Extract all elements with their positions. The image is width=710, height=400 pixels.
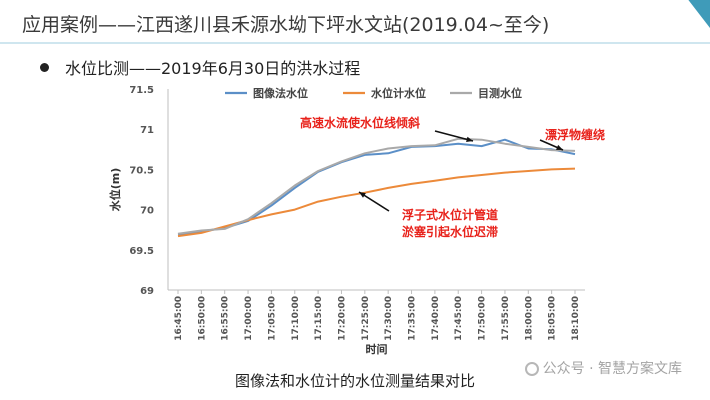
water-level-chart: 69 69.5 70 70.5 71 71.5 16:45:00 16:50:00 16:55:… [108, 85, 605, 356]
x-tick-label: 17:40:00 [431, 296, 441, 341]
corner-decoration [688, 0, 710, 28]
legend-label: 水位计水位 [371, 86, 426, 100]
x-tick-label: 17:30:00 [384, 296, 394, 341]
x-axis-title: 时间 [366, 342, 388, 356]
annotation-text: 漂浮物缠绕 [545, 127, 605, 142]
y-tick-label: 71.5 [129, 85, 154, 96]
annotation-text: 淤塞引起水位迟滞 [402, 224, 498, 239]
y-tick-label: 69 [140, 286, 154, 297]
x-tick-label: 17:20:00 [337, 296, 347, 341]
annotation-arrow-head [556, 144, 563, 150]
annotation-arrow-head [359, 192, 366, 198]
x-tick-label: 16:55:00 [221, 296, 231, 341]
x-tick-label: 18:10:00 [571, 296, 581, 341]
chart-plot [177, 137, 576, 238]
legend-label: 目测水位 [478, 86, 522, 100]
watermark-text: 公众号 · 智慧方案文库 [542, 361, 682, 377]
x-tick-label: 16:45:00 [174, 296, 184, 341]
x-tick-label: 17:45:00 [454, 296, 464, 341]
y-tick-label: 70.5 [129, 165, 154, 176]
x-tick-label: 18:00:00 [524, 296, 534, 341]
x-tick-label: 17:00:00 [244, 296, 254, 341]
annotation-arrow [434, 130, 474, 142]
chart-axes: 69 69.5 70 70.5 71 71.5 16:45:00 16:50:00 16:55:… [108, 85, 585, 356]
series-line [177, 138, 576, 236]
x-tick-label: 17:15:00 [314, 296, 324, 341]
annotation-text: 浮子式水位计管道 [402, 207, 498, 222]
bullet-dot-icon [40, 63, 49, 72]
slide-title: 应用案例——江西遂川县禾源水坳下坪水文站(2019.04~至今) [22, 14, 550, 36]
legend-label: 图像法水位 [253, 86, 308, 100]
x-tick-label: 17:10:00 [291, 296, 301, 341]
y-tick-label: 71 [140, 125, 154, 136]
chart-legend: 图像法水位 水位计水位 目测水位 [225, 86, 522, 100]
bullet-item: 水位比测——2019年6月30日的洪水过程 [40, 55, 360, 79]
title-divider [0, 42, 710, 44]
x-tick-label: 17:55:00 [501, 296, 511, 341]
annotation-arrow-head [466, 136, 473, 142]
x-tick-label: 17:25:00 [361, 296, 371, 341]
x-tick-label: 17:05:00 [267, 296, 277, 341]
watermark: 公众号 · 智慧方案文库 [524, 358, 682, 378]
y-tick-label: 69.5 [129, 246, 154, 257]
wechat-icon [524, 362, 539, 376]
annotation-text: 高速水流使水位线倾斜 [300, 115, 420, 130]
series-line [177, 137, 576, 235]
x-tick-label: 16:50:00 [197, 296, 207, 341]
y-axis-title: 水位(m) [108, 168, 122, 212]
y-tick-label: 70 [140, 206, 154, 217]
x-tick-label: 17:50:00 [478, 296, 488, 341]
bullet-text: 水位比测——2019年6月30日的洪水过程 [65, 59, 361, 78]
x-tick-label: 18:05:00 [548, 296, 558, 341]
chart-caption: 图像法和水位计的水位测量结果对比 [234, 372, 475, 390]
x-tick-label: 17:35:00 [408, 296, 418, 341]
